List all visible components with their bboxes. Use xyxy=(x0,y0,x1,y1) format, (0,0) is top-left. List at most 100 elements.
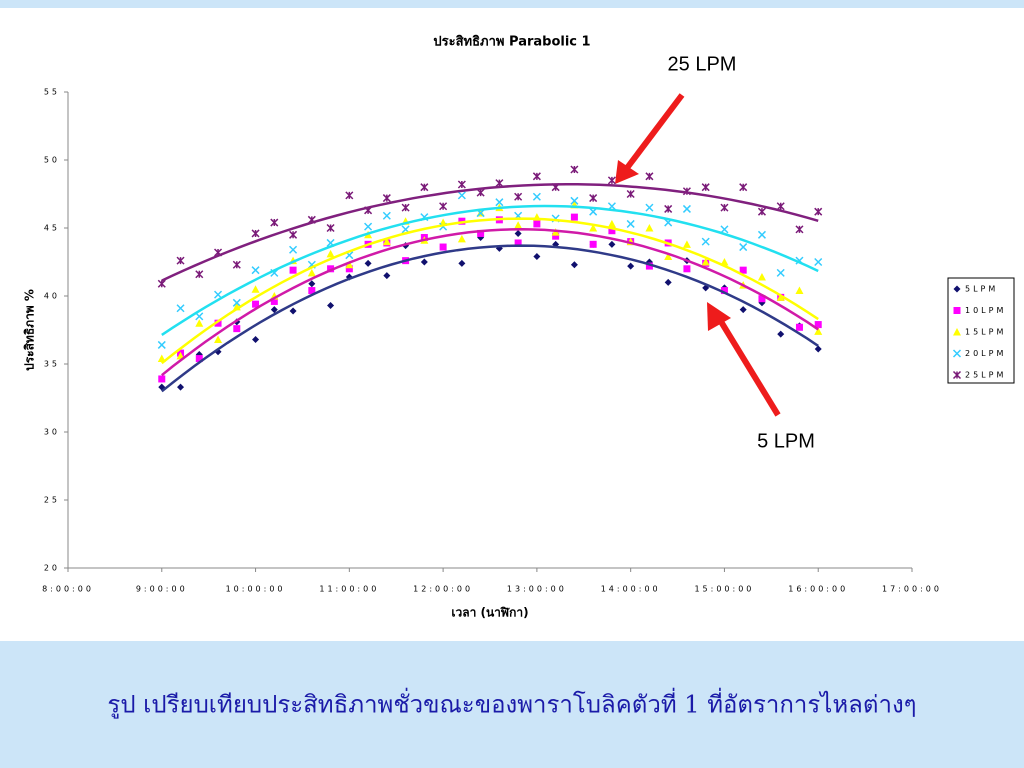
x-tick-label: 17:00:00 xyxy=(882,585,942,594)
y-tick-label: 35 xyxy=(44,360,60,369)
point xyxy=(176,256,185,265)
legend-marker xyxy=(952,349,962,358)
point xyxy=(233,325,241,333)
point xyxy=(814,327,823,335)
point xyxy=(532,192,541,201)
legend-marker xyxy=(952,370,962,380)
point xyxy=(252,300,260,308)
caption: รูป เปรียบเทียบประสิทธิภาพชั่วขณะของพารา… xyxy=(107,688,916,720)
point xyxy=(270,218,279,227)
x-tick-label: 14:00:00 xyxy=(601,585,661,594)
legend-label: 25LPM xyxy=(965,371,1006,380)
arrow xyxy=(615,93,685,184)
point xyxy=(533,220,541,228)
x-tick-label: 8:00:00 xyxy=(42,585,94,594)
point xyxy=(270,306,278,314)
y-tick-label: 20 xyxy=(44,564,60,573)
point xyxy=(776,202,785,211)
trendline xyxy=(161,228,819,377)
x-tick-label: 10:00:00 xyxy=(226,585,286,594)
point xyxy=(289,230,298,239)
point xyxy=(289,245,298,254)
series xyxy=(157,165,823,288)
point xyxy=(664,278,672,286)
y-tick-label: 45 xyxy=(44,224,60,233)
point xyxy=(795,323,803,331)
y-tick-label: 50 xyxy=(44,156,60,165)
point xyxy=(627,262,635,270)
point xyxy=(739,266,747,274)
point xyxy=(607,219,616,228)
point xyxy=(195,319,204,327)
point xyxy=(757,272,766,281)
point xyxy=(720,287,728,295)
point xyxy=(345,260,354,269)
point xyxy=(382,237,391,246)
point xyxy=(739,243,748,252)
point xyxy=(232,260,241,269)
point xyxy=(457,191,466,200)
point xyxy=(589,224,598,232)
point xyxy=(533,253,541,261)
point xyxy=(214,335,223,344)
point xyxy=(270,297,278,305)
point xyxy=(701,237,710,246)
point xyxy=(214,290,223,299)
point xyxy=(439,243,447,251)
point xyxy=(570,213,578,221)
point xyxy=(814,207,823,216)
point xyxy=(720,258,729,266)
point xyxy=(476,188,485,197)
point xyxy=(177,383,185,391)
point xyxy=(514,221,523,229)
point xyxy=(814,257,823,267)
point xyxy=(308,280,316,288)
point xyxy=(645,203,654,212)
point xyxy=(495,179,504,188)
series xyxy=(158,229,822,391)
point xyxy=(345,265,353,273)
point xyxy=(682,240,691,248)
x-tick-label: 9:00:00 xyxy=(136,585,188,594)
point xyxy=(251,229,260,238)
x-tick-label: 12:00:00 xyxy=(413,585,473,594)
point xyxy=(645,172,654,181)
y-tick-label: 40 xyxy=(44,292,60,301)
legend-label: 5LPM xyxy=(965,285,998,294)
point xyxy=(570,165,579,174)
annotation: 5 LPM xyxy=(757,430,815,452)
point xyxy=(289,307,297,315)
top-band xyxy=(0,0,1024,8)
point xyxy=(308,287,316,295)
point xyxy=(608,227,616,235)
point xyxy=(552,232,560,240)
point xyxy=(251,266,260,275)
point xyxy=(477,229,485,237)
point xyxy=(757,230,766,239)
point xyxy=(626,219,635,228)
point xyxy=(626,189,635,199)
x-tick-label: 16:00:00 xyxy=(788,585,848,594)
point xyxy=(457,180,466,189)
series xyxy=(157,200,823,363)
point xyxy=(326,223,335,233)
annotation: 25 LPM xyxy=(668,53,737,75)
point xyxy=(720,203,729,212)
point xyxy=(176,304,185,313)
point xyxy=(232,298,241,307)
point xyxy=(739,306,747,314)
point xyxy=(514,229,522,237)
point xyxy=(457,234,466,243)
legend-marker xyxy=(953,328,961,336)
point xyxy=(607,176,616,185)
point xyxy=(589,240,597,248)
y-tick-label: 30 xyxy=(44,428,60,437)
point xyxy=(739,183,748,192)
point xyxy=(682,204,691,213)
series xyxy=(158,213,822,383)
point xyxy=(814,345,822,353)
point xyxy=(795,286,804,295)
point xyxy=(383,272,391,280)
point xyxy=(495,198,504,207)
